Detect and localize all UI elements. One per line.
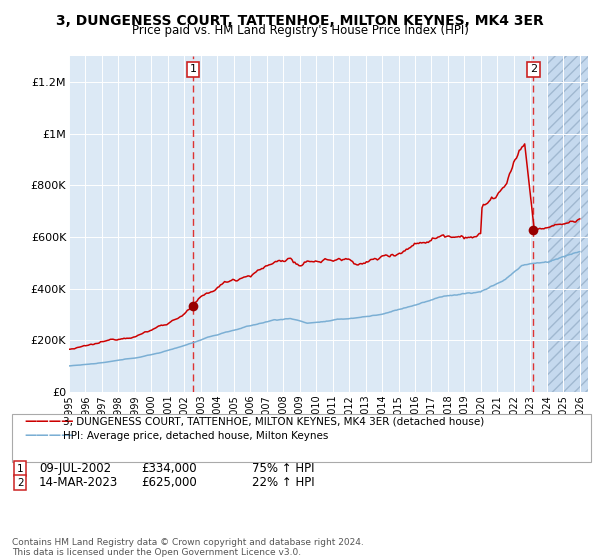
Text: 75% ↑ HPI: 75% ↑ HPI — [252, 462, 314, 475]
Text: 3, DUNGENESS COURT, TATTENHOE, MILTON KEYNES, MK4 3ER: 3, DUNGENESS COURT, TATTENHOE, MILTON KE… — [56, 14, 544, 28]
Text: 3, DUNGENESS COURT, TATTENHOE, MILTON KEYNES, MK4 3ER (detached house): 3, DUNGENESS COURT, TATTENHOE, MILTON KE… — [63, 417, 484, 427]
Text: Contains HM Land Registry data © Crown copyright and database right 2024.
This d: Contains HM Land Registry data © Crown c… — [12, 538, 364, 557]
Text: 2: 2 — [530, 64, 537, 74]
Text: 14-MAR-2023: 14-MAR-2023 — [39, 476, 118, 489]
Text: HPI: Average price, detached house, Milton Keynes: HPI: Average price, detached house, Milt… — [63, 431, 328, 441]
Text: 1: 1 — [17, 464, 23, 474]
Text: 1: 1 — [190, 64, 196, 74]
Text: ————: ———— — [24, 415, 74, 428]
Text: 2: 2 — [17, 478, 23, 488]
Text: £334,000: £334,000 — [141, 462, 197, 475]
Bar — [547, 56, 588, 392]
Text: £625,000: £625,000 — [141, 476, 197, 489]
FancyBboxPatch shape — [12, 414, 591, 462]
Bar — [69, 56, 547, 392]
Text: Price paid vs. HM Land Registry's House Price Index (HPI): Price paid vs. HM Land Registry's House … — [131, 24, 469, 37]
Text: 09-JUL-2002: 09-JUL-2002 — [39, 462, 111, 475]
Text: 22% ↑ HPI: 22% ↑ HPI — [252, 476, 314, 489]
Text: ————: ———— — [24, 429, 74, 442]
